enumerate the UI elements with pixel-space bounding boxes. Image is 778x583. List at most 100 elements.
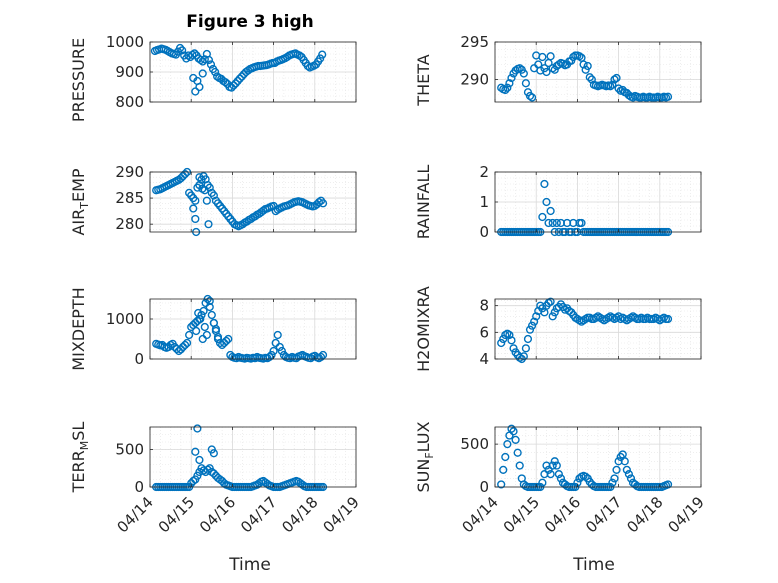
data-point (538, 478, 547, 487)
y-tick-label: 0 (479, 478, 489, 496)
data-point (612, 465, 621, 474)
data-point (191, 196, 200, 205)
y-axis-label: TERRMSL (69, 422, 91, 494)
data-point (316, 54, 325, 63)
y-tick-label: 285 (115, 189, 144, 207)
subplot-3: 280 285 290 AIRTEMP (69, 163, 357, 237)
y-tick-label: 1 (479, 193, 489, 211)
y-tick-label: 800 (115, 93, 144, 111)
data-point (196, 55, 205, 65)
data-point (542, 67, 551, 77)
data-point (554, 470, 563, 479)
data-point (527, 321, 537, 330)
data-point (176, 174, 186, 183)
data-point (210, 67, 220, 77)
y-axis-label: RAINFALL (414, 165, 433, 240)
subplot-1: 800 900 1000 PRESSURE (69, 33, 357, 122)
data-point (246, 214, 256, 224)
data-point (509, 427, 518, 436)
data-point (205, 302, 214, 312)
y-axis-label: AIRTEMP (69, 168, 91, 235)
axes-box (149, 298, 357, 360)
y-tick-label: 8 (479, 297, 489, 315)
data-point (505, 330, 514, 340)
data-point (497, 338, 506, 348)
y-axis-label: MIXDEPTH (69, 287, 88, 370)
data-point (199, 306, 208, 316)
data-point (196, 314, 205, 324)
data-point (624, 470, 634, 479)
data-point (587, 75, 596, 84)
x-label-left: Time (229, 555, 271, 575)
data-point (548, 461, 557, 470)
data-point (606, 82, 615, 91)
y-tick-label: 500 (460, 435, 489, 453)
data-point (542, 197, 551, 207)
data-point (231, 79, 240, 88)
data-point (608, 80, 617, 89)
x-tick-label: 04/16 (541, 493, 584, 536)
data-point (540, 179, 549, 189)
data-point (579, 60, 588, 69)
data-point (314, 198, 324, 207)
data-point (515, 461, 524, 470)
x-tick-label: 04/14 (114, 493, 157, 536)
data-point (507, 73, 516, 83)
data-point (213, 72, 222, 81)
data-point (318, 199, 328, 208)
data-point (243, 66, 253, 75)
data-point (521, 79, 531, 88)
data-point (292, 354, 301, 363)
x-tick-label: 04/18 (623, 493, 666, 536)
y-tick-label: 1000 (106, 33, 144, 51)
data-point (546, 297, 555, 306)
data-point (221, 78, 230, 87)
data-point (204, 55, 214, 65)
data-point (176, 345, 186, 354)
data-point (550, 308, 559, 317)
axes-box (149, 426, 357, 488)
data-point (548, 64, 557, 73)
data-point (530, 317, 539, 326)
data-point (237, 72, 246, 81)
y-tick-label: 280 (115, 215, 144, 233)
data-point (202, 330, 211, 340)
data-point (209, 191, 218, 200)
data-point (546, 206, 555, 216)
x-tick-label: 04/16 (196, 493, 239, 536)
axes-box (494, 426, 702, 488)
data-point (227, 83, 236, 92)
data-point (515, 64, 524, 73)
data-point (556, 474, 566, 483)
data-point (318, 50, 327, 59)
subplot-2: 290 295 THETA (414, 33, 702, 107)
x-tick-label: 04/18 (278, 493, 321, 536)
data-point (538, 52, 547, 62)
data-point (207, 310, 216, 320)
data-point (548, 312, 557, 321)
axes-box (494, 298, 702, 360)
data-point (178, 172, 188, 181)
y-tick-label: 2 (479, 163, 489, 181)
data-point (507, 336, 516, 345)
data-point (552, 461, 561, 470)
data-point (546, 470, 555, 479)
data-point (209, 449, 218, 458)
data-point (191, 87, 200, 96)
data-point (497, 480, 506, 489)
y-tick-label: 0 (134, 350, 144, 368)
data-point (180, 340, 190, 350)
data-point (316, 352, 326, 362)
data-point (318, 350, 328, 360)
data-point (505, 79, 514, 88)
data-point (224, 334, 233, 344)
data-point (663, 92, 673, 101)
data-point (544, 218, 553, 228)
data-point (525, 325, 535, 334)
data-point (200, 186, 209, 195)
data-point (544, 465, 553, 474)
data-point (195, 455, 204, 465)
data-point (209, 469, 218, 478)
